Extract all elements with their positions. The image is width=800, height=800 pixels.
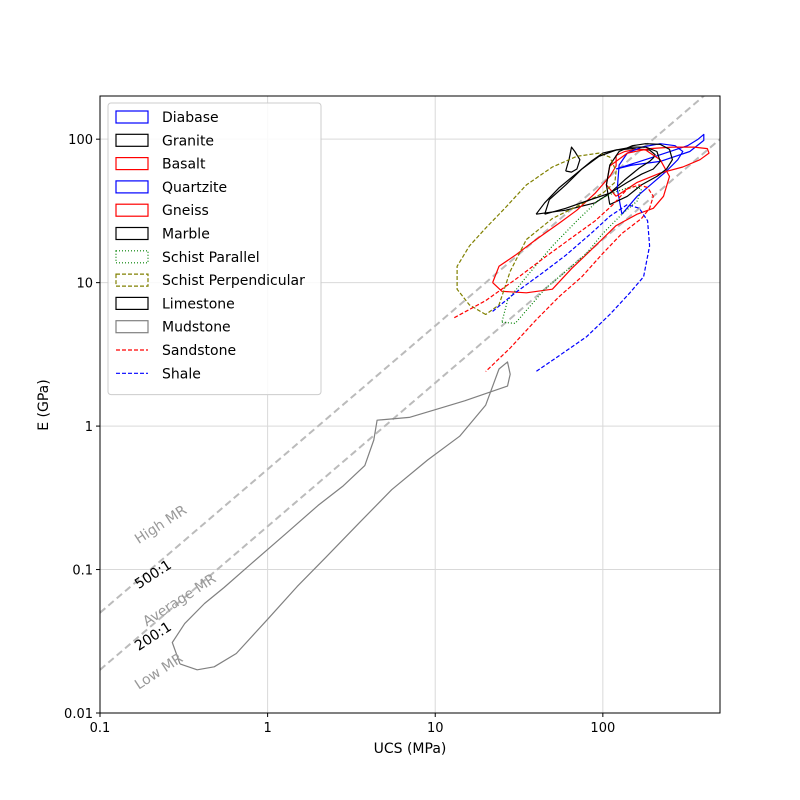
reference-line-200-to-1 [100,138,720,671]
x-axis-label: UCS (MPa) [374,741,447,757]
legend-swatch [115,180,149,194]
legend-label: Granite [162,133,214,149]
series-sandstone [454,184,654,372]
legend-label: Marble [162,227,210,243]
y-tick-label: 0.1 [72,564,93,579]
legend-label: Schist Parallel [162,250,260,266]
legend-swatch [115,273,149,287]
y-tick-label: 1 [85,420,93,435]
legend-swatch [115,110,149,124]
reference-line-500-to-1 [100,96,706,614]
legend-swatch [115,250,149,264]
series-quartzite [616,143,684,215]
legend-swatch [115,203,149,217]
legend-label: Quartzite [162,180,227,196]
y-tick-label: 10 [76,277,93,292]
legend: Diabase Granite Basalt Quartzite Gneiss Marbl… [107,102,322,396]
legend-label: Sandstone [162,343,236,359]
legend-swatch [115,133,149,147]
series-marble [605,143,673,206]
legend-label: Shale [162,366,201,382]
series-granite-island [565,146,581,173]
legend-label: Diabase [162,110,219,126]
series-schist-perpendicular [456,152,617,316]
x-tick-label: 10 [427,721,444,736]
series-gneiss [605,146,710,197]
y-tick-label: 100 [68,133,93,148]
legend-box [107,102,322,396]
series-mudstone [171,361,511,671]
x-tick-label: 0.1 [90,721,111,736]
legend-swatch [115,296,149,310]
legend-label: Basalt [162,157,206,173]
series-schist-parallel [501,185,643,324]
reference-lines [100,96,720,671]
legend-label: Mudstone [162,320,231,336]
legend-swatch [115,157,149,171]
y-tick-label: 0.01 [64,707,93,722]
legend-label: Schist Perpendicular [162,273,305,289]
series-contours [171,133,710,671]
series-granite [535,148,656,215]
legend-swatch [115,320,149,334]
series-shale [492,204,651,372]
legend-swatch [115,226,149,241]
x-tick-label: 100 [590,721,615,736]
series-limestone [544,146,661,215]
legend-label: Gneiss [162,203,209,219]
x-tick-label: 1 [263,721,271,736]
plot-frame [99,95,721,714]
legend-label: Limestone [162,296,235,312]
y-axis-label: E (GPa) [36,379,52,430]
